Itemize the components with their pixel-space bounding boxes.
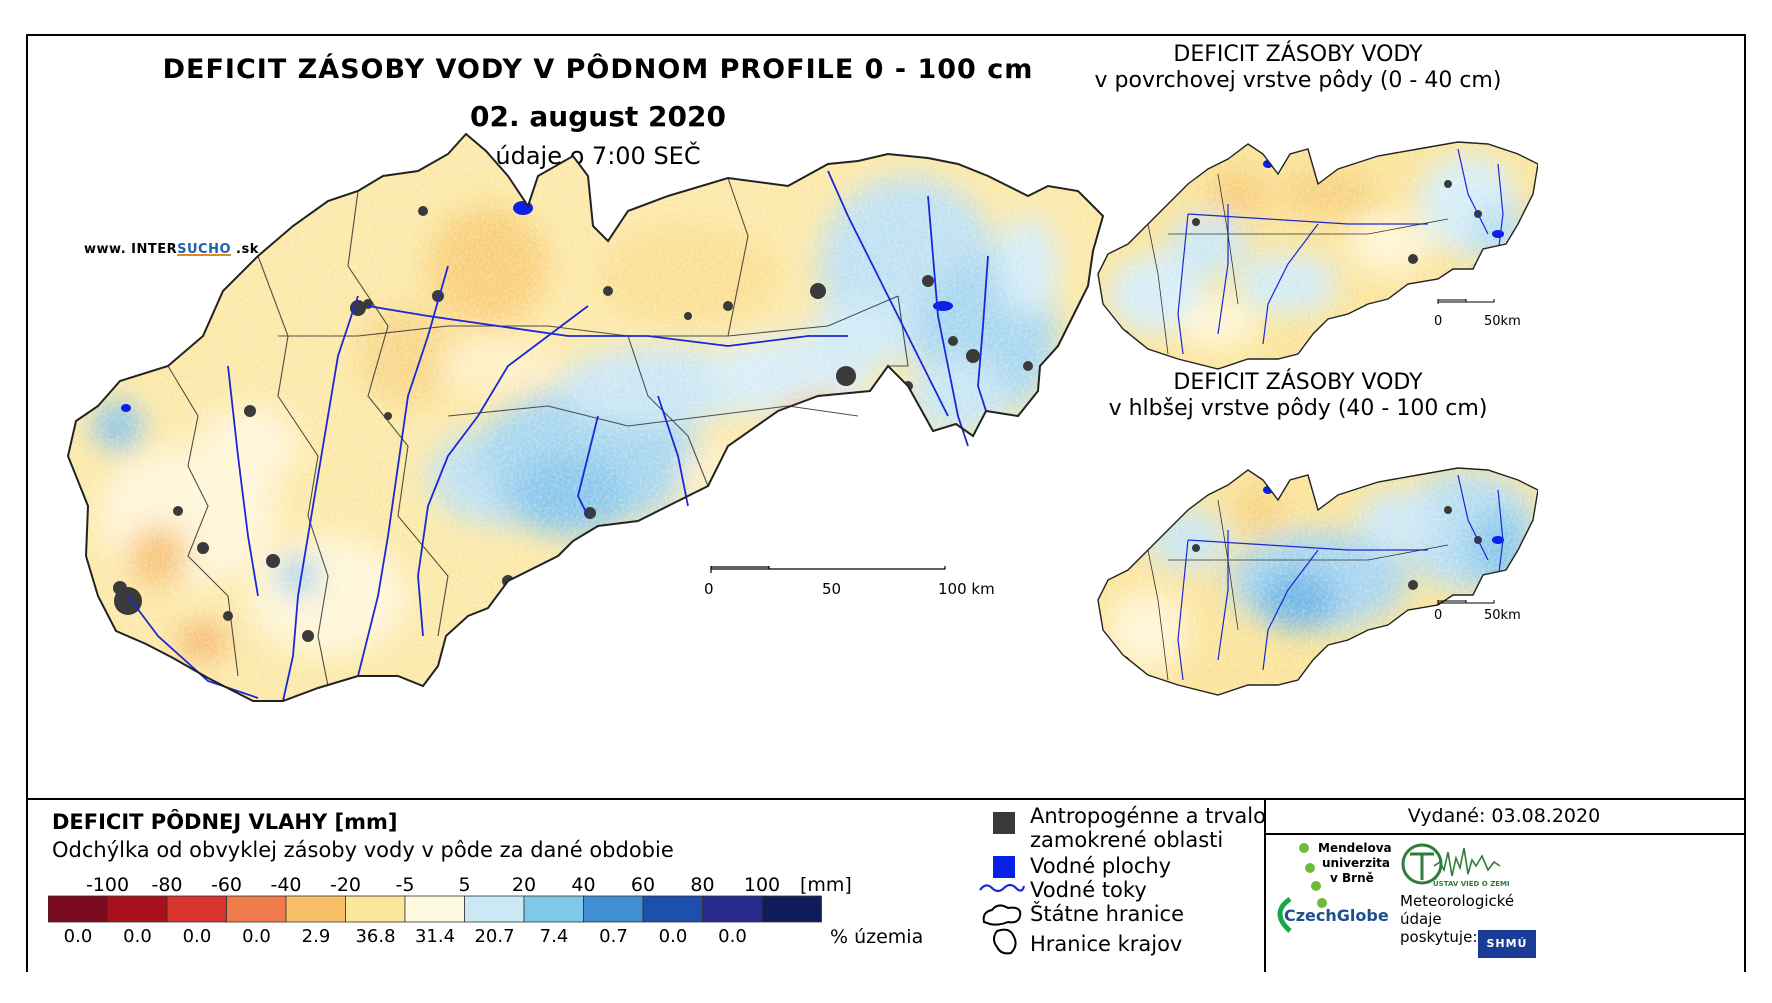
legend-color-cell: [702, 895, 763, 923]
state-border-label: Štátne hranice: [1030, 902, 1184, 926]
inset-top-title: DEFICIT ZÁSOBY VODY v povrchovej vrstve …: [1068, 42, 1528, 94]
legend-colorbar: [48, 895, 822, 923]
meteo-line1: Meteorologické: [1400, 892, 1515, 910]
inset-top-scale-0: 0: [1434, 314, 1443, 329]
website-label[interactable]: www. INTERSUCHO .sk: [84, 242, 259, 257]
legend-percent-value: 2.9: [301, 926, 331, 947]
legend-color-cell: [642, 895, 703, 923]
inset-bottom-scale-50: 50km: [1484, 608, 1521, 623]
legend-color-cell: [523, 895, 584, 923]
river-label: Vodné toky: [1030, 878, 1147, 902]
mendel-line1: Mendelova: [1318, 841, 1392, 855]
urban-area-label-line2: zamokrené oblasti: [1030, 828, 1224, 852]
legend-tick-label: -80: [151, 874, 183, 896]
legend-tick-label: -60: [210, 874, 243, 896]
legend-percent-value: 7.4: [539, 926, 569, 947]
mendel-line2: univerzita: [1322, 856, 1391, 870]
main-map: [66, 132, 1105, 702]
legend-color-cell: [285, 895, 346, 923]
legend-tick-label: -5: [395, 874, 415, 896]
inset-bottom-map: [1097, 467, 1538, 696]
legend-percent-value: 0.0: [718, 926, 747, 947]
legend-tick-label: 100: [743, 874, 781, 896]
legend-percent-value: 0.0: [182, 926, 212, 947]
legend-color-cell: [404, 895, 465, 923]
legend-percent-label: % územia: [830, 926, 924, 948]
issued-divider: [1264, 833, 1744, 835]
legend-tick-label: 5: [458, 874, 471, 896]
main-scale-50: 50: [822, 580, 842, 598]
legend-subtitle: Odchýlka od obvyklej zásoby vody v pôde …: [52, 838, 674, 862]
map-title: DEFICIT ZÁSOBY VODY V PÔDNOM PROFILE 0 -…: [162, 54, 1034, 85]
legend-percent-value: 0.0: [658, 926, 688, 947]
meteo-provider-text: Meteorologické údaje poskytuje:: [1400, 892, 1514, 946]
legend-divider: [1264, 800, 1266, 972]
main-scale-0: 0: [704, 580, 714, 598]
water-body-swatch: [993, 856, 1015, 878]
site-accent: SUCHO: [177, 242, 232, 257]
state-border-swatch: [982, 904, 1022, 926]
urban-area-label-line1: Antropogénne a trvalo: [1030, 804, 1266, 828]
legend-color-cell: [48, 895, 108, 923]
legend-tick-label: 40: [571, 874, 596, 896]
inset-top-title-line1: DEFICIT ZÁSOBY VODY: [1173, 42, 1423, 67]
legend-percent-value: 0.0: [63, 926, 93, 947]
urban-area-swatch: [993, 812, 1015, 834]
inset-bottom-title-line2: v hlbšej vrstve pôdy (40 - 100 cm): [1108, 396, 1488, 421]
legend-tick-label: 60: [630, 874, 656, 896]
inset-bottom-scale-0: 0: [1434, 608, 1443, 623]
region-border-label: Hranice krajov: [1030, 932, 1183, 956]
legend-percent-value: 36.8: [355, 926, 396, 947]
legend-color-cell: [583, 895, 644, 923]
meteo-line2: údaje: [1400, 910, 1442, 928]
region-border-swatch: [993, 928, 1017, 955]
inset-bottom-title: DEFICIT ZÁSOBY VODY v hlbšej vrstve pôdy…: [1068, 370, 1528, 422]
legend-tick-label: 80: [690, 874, 715, 896]
main-scale-100: 100 km: [938, 580, 995, 598]
legend-percent-value: 0.7: [599, 926, 628, 947]
czechglobe-logo-text: CzechGlobe: [1284, 906, 1389, 925]
legend-percent-value: 0.0: [242, 926, 271, 947]
legend-color-cell: [345, 895, 406, 923]
meteo-line3: poskytuje:: [1400, 928, 1478, 946]
legend-title: DEFICIT PÔDNEJ VLAHY [mm]: [52, 810, 398, 834]
inset-bottom-title-line1: DEFICIT ZÁSOBY VODY: [1173, 370, 1423, 395]
uvz-logo: [1401, 843, 1501, 885]
map-date: 02. august 2020: [470, 100, 726, 133]
legend-color-cell: [761, 895, 822, 923]
inset-top-title-line2: v povrchovej vrstve pôdy (0 - 40 cm): [1094, 68, 1502, 93]
mendel-logo-text: Mendelova univerzita v Brně: [1318, 841, 1392, 886]
legend-percent-value: 20.7: [474, 926, 515, 947]
legend-percent-value: 0.0: [123, 926, 152, 947]
uvz-logo-text: ÚSTAV VIED O ZEMI: [1433, 880, 1510, 888]
mendel-logo-dots: [1299, 843, 1327, 908]
legend-color-cell: [464, 895, 525, 923]
legend-tick-label: 20: [511, 874, 537, 896]
map-subtitle: údaje o 7:00 SEČ: [495, 142, 701, 170]
issued-date: Vydané: 03.08.2020: [1407, 805, 1601, 827]
legend-unit: [mm]: [800, 874, 852, 896]
legend-tick-label: -20: [329, 874, 362, 896]
legend-color-cell: [226, 895, 287, 923]
site-suffix: .sk: [231, 242, 259, 257]
shmu-logo: SHMÚ: [1478, 930, 1536, 958]
map-area: DEFICIT ZÁSOBY VODY V PÔDNOM PROFILE 0 -…: [28, 36, 1744, 798]
water-body-label: Vodné plochy: [1030, 854, 1172, 878]
legend-color-cell: [166, 895, 227, 923]
inset-top-map: [1097, 141, 1538, 370]
legend-panel: DEFICIT PÔDNEJ VLAHY [mm] Odchýlka od ob…: [28, 798, 1744, 972]
mendel-line3: v Brně: [1330, 871, 1374, 885]
river-swatch: [979, 883, 1026, 893]
legend-tick-label: -40: [270, 874, 302, 896]
legend-percent-value: 31.4: [414, 926, 456, 947]
site-prefix: www. INTER: [84, 242, 178, 257]
inset-top-scale-50: 50km: [1484, 314, 1521, 329]
czechglobe-logo-arc: [1277, 896, 1292, 933]
urban-area-label: Antropogénne a trvalo zamokrené oblasti: [1030, 804, 1266, 852]
map-frame: DEFICIT ZÁSOBY VODY V PÔDNOM PROFILE 0 -…: [26, 34, 1746, 972]
legend-tick-label: -100: [85, 874, 130, 896]
legend-color-cell: [107, 895, 168, 923]
